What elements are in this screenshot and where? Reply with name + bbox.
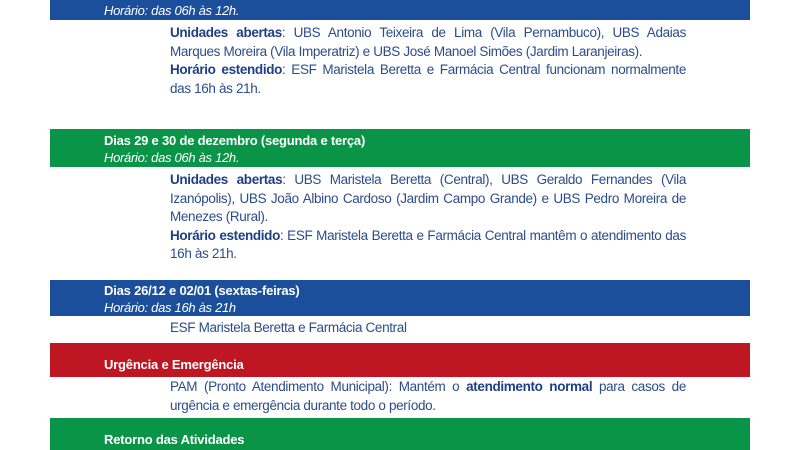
section-title: Dias 26/12 e 02/01 (sextas-feiras) [104,283,300,298]
open-units: Unidades abertas: UBS Antonio Teixeira d… [170,25,686,59]
section-title: Dias 29 e 30 de dezembro (segunda e terç… [104,133,366,148]
section-body-2: Unidades abertas: UBS Maristela Beretta … [170,171,686,264]
section-title: Urgência e Emergência [104,357,244,372]
section-header-1: Horário: das 06h às 12h. [50,0,750,20]
section-body-4: PAM (Pronto Atendimento Municipal): Mant… [170,378,686,415]
section-body-3: ESF Maristela Beretta e Farmácia Central [170,319,686,338]
extended-hours: Horário estendido: ESF Maristela Beretta… [170,62,686,96]
section-hours: Horário: das 06h às 12h. [104,3,240,18]
section-title: Retorno das Atividades [104,432,245,447]
section-header-4: Urgência e Emergência [50,343,750,377]
open-units: Unidades abertas: UBS Maristela Beretta … [170,172,686,224]
section-header-3: Dias 26/12 e 02/01 (sextas-feiras) Horár… [50,280,750,316]
section-body-1: Unidades abertas: UBS Antonio Teixeira d… [170,24,686,98]
section-header-2: Dias 29 e 30 de dezembro (segunda e terç… [50,129,750,167]
section-text: ESF Maristela Beretta e Farmácia Central [170,320,407,335]
section-hours: Horário: das 16h às 21h [104,300,236,315]
extended-hours: Horário estendido: ESF Maristela Beretta… [170,227,686,262]
section-text: PAM (Pronto Atendimento Municipal): Mant… [170,379,686,413]
section-header-5: Retorno das Atividades [50,418,750,450]
section-hours: Horário: das 06h às 12h. [104,150,240,165]
